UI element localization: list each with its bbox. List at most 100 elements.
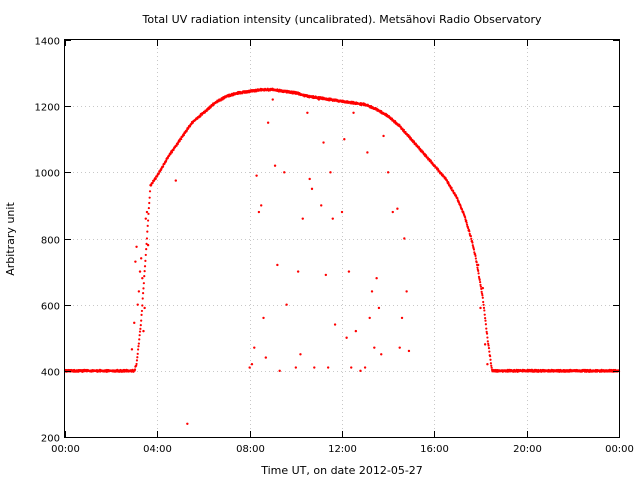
data-point [255,174,258,177]
data-point [276,263,279,267]
data-point [489,354,492,358]
data-point [308,177,311,181]
data-point [141,297,144,300]
data-point [144,217,147,220]
data-point [391,210,394,214]
data-point [331,217,334,220]
data-point [250,363,254,366]
data-point [483,313,486,316]
data-point [136,352,139,355]
y-tick-label: 600 [41,302,60,313]
data-point [141,277,144,280]
data-point [148,201,151,205]
data-point [471,241,474,244]
y-tick-label: 200 [41,434,60,445]
data-point [143,306,146,310]
data-point [483,343,487,346]
data-point [148,190,152,193]
data-point [253,346,256,349]
y-tick-label: 1200 [35,103,60,114]
y-axis-label: Arbitrary unit [4,202,17,276]
data-point [485,327,488,330]
data-point [404,130,407,134]
data-point [141,292,145,295]
data-point [135,364,138,367]
data-point [363,366,367,369]
data-point [133,321,136,325]
data-point [366,151,369,154]
data-point [326,366,330,369]
data-point [136,303,139,306]
data-point [490,364,493,367]
data-point [143,275,146,278]
data-point [481,286,485,290]
axis-ticks: 00:00 04:00 08:00 12:00 16:00 20:00 00:0020040… [35,37,634,456]
data-point [137,345,140,348]
data-point [345,336,348,339]
data-point [138,330,142,333]
data-point [322,141,325,144]
data-point [370,290,374,293]
x-tick-label: 16:00 [420,444,449,455]
data-point [143,265,147,268]
data-point [475,261,478,264]
data-point [377,306,381,310]
data-point [146,243,150,247]
data-point [136,356,139,359]
data-point [139,323,142,327]
data-point [324,273,328,277]
data-point [262,316,265,320]
data-point [386,171,390,174]
data-point [481,296,484,299]
x-tick-label: 12:00 [328,444,357,455]
data-point [474,257,477,260]
data-point [359,369,362,373]
data-point [393,119,397,123]
data-point [264,356,268,359]
data-point [151,181,154,184]
data-point [485,330,488,333]
data-point [380,353,383,356]
data-point [296,270,300,273]
data-point [260,204,263,207]
data-point [479,306,482,310]
data-point [157,172,160,175]
data-point [479,280,482,284]
data-point [285,303,288,306]
chart-title: Total UV radiation intensity (uncalibrat… [142,13,542,26]
x-tick-label: 00:00 [51,444,80,455]
data-point [465,219,468,223]
data-point [257,210,261,214]
data-point [465,221,468,224]
data-point [477,272,480,275]
data-point [486,336,489,339]
data-point [140,313,143,316]
data-point [266,121,270,124]
data-point [130,348,134,351]
data-point [145,237,149,240]
data-point [142,287,145,290]
data-point [147,212,150,215]
data-point [352,111,355,114]
x-tick-label: 20:00 [513,444,542,455]
data-point [472,248,476,251]
data-point [140,319,143,322]
data-point [485,332,489,335]
data-point [150,184,153,187]
data-point [487,342,490,345]
data-point [162,165,165,168]
data-point [382,134,385,138]
data-point [483,309,486,312]
data-point [484,319,487,322]
data-point [414,142,417,145]
data-point [490,366,493,369]
y-tick-label: 800 [41,236,60,247]
data-point [140,309,144,313]
data-point [489,358,492,361]
data-point [368,316,371,320]
data-point [488,350,491,353]
data-point [405,290,408,293]
data-point [486,363,489,366]
data-point [186,422,189,425]
